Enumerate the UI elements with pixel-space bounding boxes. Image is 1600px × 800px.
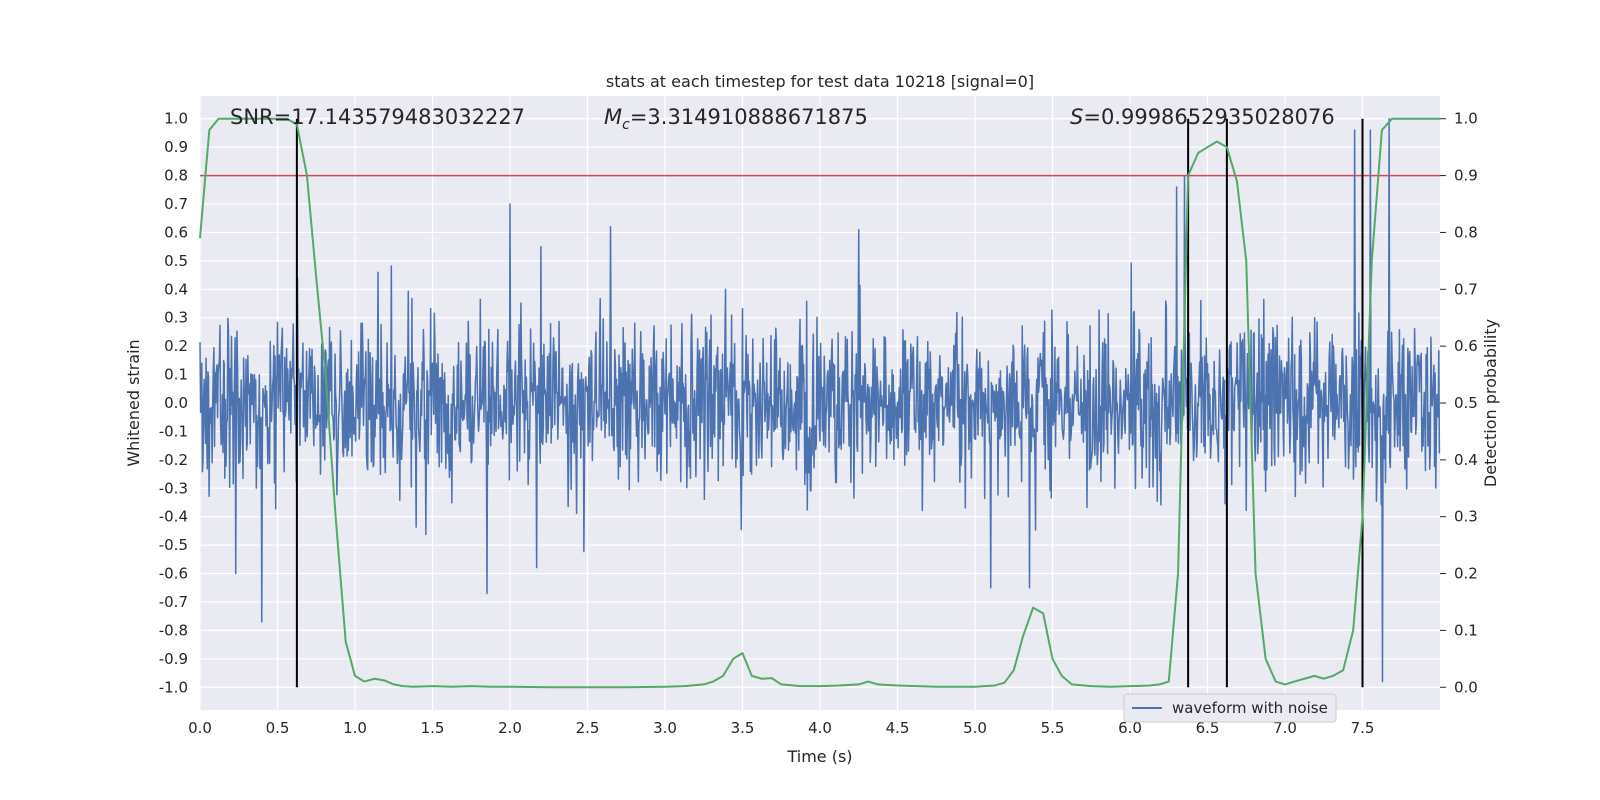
y-left-tick-label: 0.7 [164, 195, 188, 213]
x-tick-label: 3.5 [731, 719, 755, 737]
y-right-tick-label: 0.6 [1454, 337, 1478, 355]
y-right-tick-label: 0.2 [1454, 565, 1478, 583]
y-right-tick-label: 0.5 [1454, 394, 1478, 412]
x-axis-label: Time (s) [786, 747, 852, 766]
y-left-tick-label: 0.6 [164, 223, 188, 241]
y-right-tick-label: 0.8 [1454, 223, 1478, 241]
y-right-tick-label: 1.0 [1454, 110, 1478, 128]
y-left-tick-label: -0.2 [159, 451, 188, 469]
x-tick-label: 0.5 [266, 719, 290, 737]
x-tick-label: 2.0 [498, 719, 522, 737]
x-tick-label: 3.0 [653, 719, 677, 737]
x-tick-label: 7.0 [1273, 719, 1297, 737]
y-right-tick-label: 0.0 [1454, 678, 1478, 696]
y-left-tick-label: -0.7 [159, 593, 188, 611]
y-left-tick-label: 0.2 [164, 337, 188, 355]
y-axis-right-label: Detection probability [1481, 319, 1500, 487]
score-annotation: S=0.9998652935028076 [1070, 105, 1335, 129]
snr-annotation: SNR=17.143579483032227 [230, 105, 525, 129]
y-left-tick-label: -0.1 [159, 422, 188, 440]
score-symbol: S [1070, 105, 1083, 129]
y-right-tick-label: 0.3 [1454, 508, 1478, 526]
y-left-tick-label: 0.3 [164, 309, 188, 327]
y-left-tick-label: -1.0 [159, 678, 188, 696]
chart-title: stats at each timestep for test data 102… [606, 72, 1034, 91]
y-left-tick-label: 0.4 [164, 280, 188, 298]
legend: waveform with noise [1123, 693, 1337, 723]
x-tick-label: 5.0 [963, 719, 987, 737]
y-left-tick-label: 0.1 [164, 366, 188, 384]
x-tick-label: 0.0 [188, 719, 212, 737]
x-tick-label: 6.5 [1196, 719, 1220, 737]
x-tick-label: 2.5 [576, 719, 600, 737]
probability-line [199, 117, 1440, 689]
y-right-tick-label: 0.4 [1454, 451, 1478, 469]
y-left-tick-label: -0.3 [159, 479, 188, 497]
x-tick-label: 1.0 [343, 719, 367, 737]
x-tick-label: 7.5 [1351, 719, 1375, 737]
y-right-tick-label: 0.9 [1454, 167, 1478, 185]
chirp-mass-symbol: M [604, 105, 622, 129]
waveform-line [199, 117, 1441, 683]
y-left-tick-label: 0.5 [164, 252, 188, 270]
y-left-tick-label: -0.4 [159, 508, 188, 526]
y-right-tick-label: 0.1 [1454, 621, 1478, 639]
x-tick-label: 4.5 [886, 719, 910, 737]
score-value: =0.9998652935028076 [1083, 105, 1334, 129]
legend-label-waveform: waveform with noise [1172, 699, 1328, 717]
y-left-tick-label: -0.9 [159, 650, 188, 668]
detection-probability-series [199, 117, 1440, 689]
x-tick-label: 4.0 [808, 719, 832, 737]
y-right-tick-label: 0.7 [1454, 280, 1478, 298]
y-left-tick-label: -0.6 [159, 565, 188, 583]
chirp-mass-annotation: Mc=3.314910888671875 [604, 105, 868, 133]
y-left-tick-label: 0.9 [164, 138, 188, 156]
y-left-tick-label: 0.0 [164, 394, 188, 412]
waveform-with-noise-series [199, 117, 1441, 683]
legend-box [1123, 693, 1337, 723]
y-left-tick-label: 1.0 [164, 110, 188, 128]
y-left-tick-label: -0.5 [159, 536, 188, 554]
y-left-tick-label: -0.8 [159, 621, 188, 639]
y-left-tick-label: 0.8 [164, 167, 188, 185]
y-axis-left-label: Whitened strain [124, 339, 143, 466]
x-tick-label: 1.5 [421, 719, 445, 737]
x-tick-label: 5.5 [1041, 719, 1065, 737]
chirp-mass-subscript: c [622, 117, 630, 133]
chirp-mass-value: =3.314910888671875 [630, 105, 868, 129]
x-tick-label: 6.0 [1118, 719, 1142, 737]
tick-labels: 0.0 0.5 1.0 1.5 2.0 2.5 3.0 3.5 4.0 4.5 5.0 5.5 6.0 6… [159, 110, 1478, 737]
